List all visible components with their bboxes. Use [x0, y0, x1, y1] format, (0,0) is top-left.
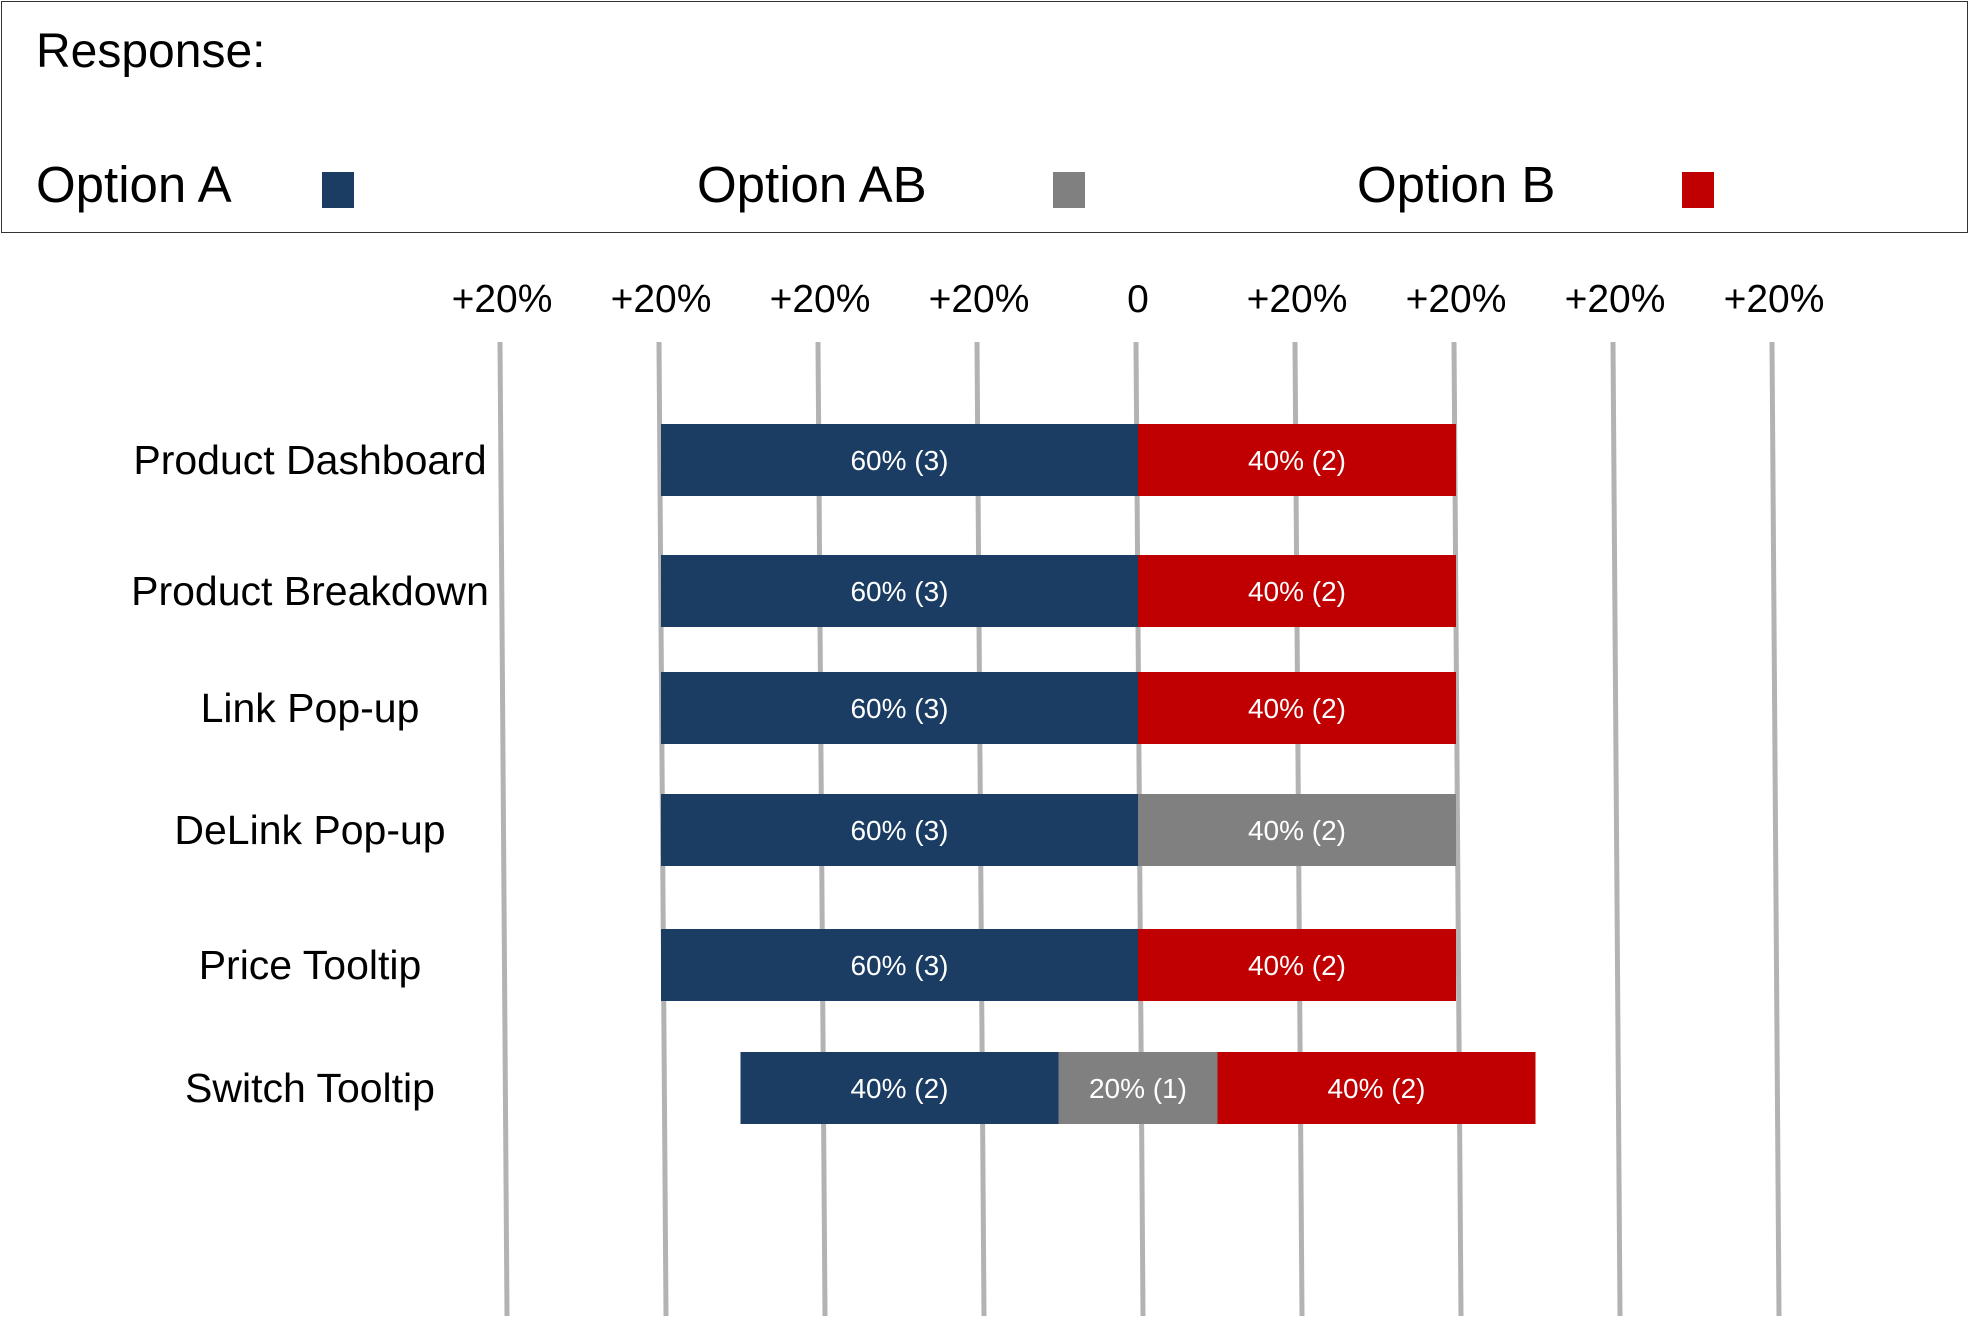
bar-segment-option-a [740, 1052, 1059, 1124]
legend-swatch-option-a [322, 172, 354, 208]
x-tick-label: +20% [1247, 278, 1348, 321]
category-label: Price Tooltip [199, 942, 422, 988]
bar-segment-option-b [1138, 424, 1456, 496]
bar-segment-option-a [661, 794, 1138, 866]
data-label: 60% (3) [850, 950, 948, 981]
x-tick-label: +20% [452, 278, 553, 321]
legend-label-option-a: Option A [36, 156, 232, 213]
bar-segment-option-ab [1058, 1052, 1218, 1124]
bar-segment-option-b [1138, 672, 1456, 744]
x-tick-label: +20% [1406, 278, 1507, 321]
legend-swatch-option-ab [1053, 172, 1085, 208]
category-label: Product Dashboard [133, 437, 486, 483]
data-label: 20% (1) [1089, 1073, 1187, 1104]
bar-segment-option-a [661, 424, 1138, 496]
gridline [1769, 341, 1782, 1317]
x-tick-labels: +20% +20% +20% +20% 0 +20% +20% +20% +20% [452, 278, 1825, 321]
data-label: 40% (2) [1248, 445, 1346, 476]
bar-segment-option-a [661, 929, 1138, 1001]
data-label: 60% (3) [850, 576, 948, 607]
bar-segment-option-ab [1138, 794, 1456, 866]
legend-label-option-b: Option B [1357, 156, 1556, 213]
legend-swatch-option-b [1682, 172, 1714, 208]
data-label: 40% (2) [1327, 1073, 1425, 1104]
category-label: Product Breakdown [131, 568, 489, 614]
x-tick-label: 0 [1127, 278, 1149, 321]
bar-segment-option-a [661, 672, 1138, 744]
gridline [1451, 341, 1464, 1317]
legend: Response: Option A Option AB Option B [1, 1, 1968, 233]
data-label: 40% (2) [1248, 950, 1346, 981]
data-label: 60% (3) [850, 445, 948, 476]
gridline [1610, 341, 1623, 1317]
x-tick-label: +20% [1724, 278, 1825, 321]
gridline [497, 341, 510, 1317]
x-tick-label: +20% [1565, 278, 1666, 321]
category-label: DeLink Pop-up [174, 807, 445, 853]
data-label: 60% (3) [850, 815, 948, 846]
category-label: Switch Tooltip [185, 1065, 435, 1111]
data-label: 40% (2) [1248, 693, 1346, 724]
category-labels: Product Dashboard Product Breakdown Link P… [131, 437, 489, 1111]
x-tick-label: +20% [770, 278, 871, 321]
bar-segment-option-a [661, 555, 1138, 627]
x-tick-label: +20% [611, 278, 712, 321]
data-label: 40% (2) [850, 1073, 948, 1104]
legend-label-option-ab: Option AB [697, 156, 927, 213]
legend-title: Response: [36, 25, 266, 78]
data-label: 60% (3) [850, 693, 948, 724]
category-label: Link Pop-up [201, 685, 420, 731]
data-label: 40% (2) [1248, 815, 1346, 846]
bar-segment-option-b [1138, 929, 1456, 1001]
data-label: 40% (2) [1248, 576, 1346, 607]
x-tick-label: +20% [929, 278, 1030, 321]
bar-segment-option-b [1217, 1052, 1536, 1124]
bar-segment-option-b [1138, 555, 1456, 627]
bars: 60% (3) 40% (2) 60% (3) 40% (2) 60% (3) 40% (… [661, 424, 1536, 1124]
